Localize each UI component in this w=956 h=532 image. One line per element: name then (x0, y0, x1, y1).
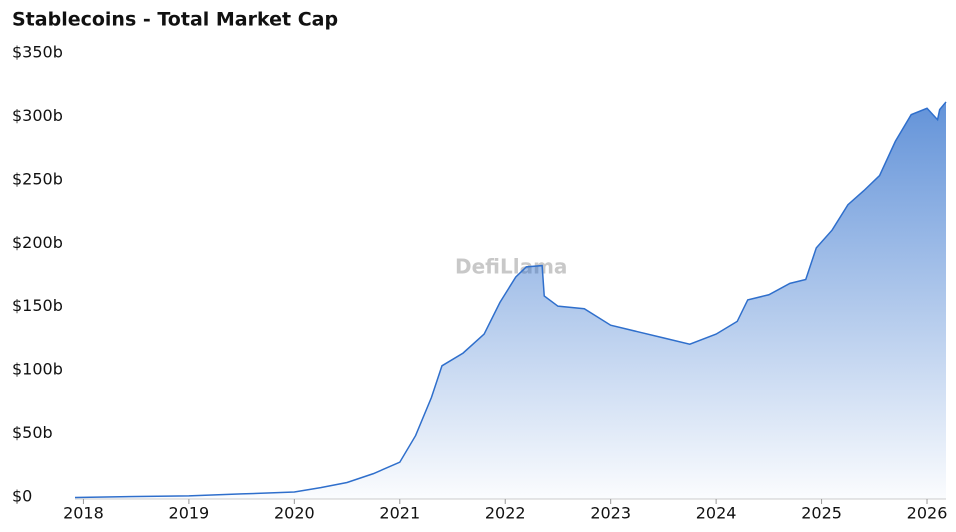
watermark: DefiLlama (455, 255, 567, 279)
x-tick-label: 2026 (907, 504, 948, 523)
x-tick-label: 2023 (590, 504, 631, 523)
y-tick-label: $100b (12, 360, 63, 379)
x-tick-label: 2018 (63, 504, 104, 523)
y-tick-label: $350b (12, 43, 63, 62)
y-tick-label: $300b (12, 106, 63, 125)
x-tick-label: 2024 (696, 504, 737, 523)
y-tick-label: $50b (12, 423, 53, 442)
area (75, 101, 946, 500)
x-tick-label: 2025 (801, 504, 842, 523)
x-tick-label: 2019 (169, 504, 210, 523)
y-tick-label: $0 (12, 487, 32, 506)
y-tick-label: $200b (12, 233, 63, 252)
y-tick-label: $150b (12, 296, 63, 315)
chart-title: Stablecoins - Total Market Cap (12, 9, 338, 31)
y-tick-label: $250b (12, 169, 63, 188)
x-tick-label: 2022 (485, 504, 526, 523)
line (74, 101, 947, 499)
x-tick-label: 2020 (274, 504, 315, 523)
x-tick-label: 2021 (379, 504, 420, 523)
